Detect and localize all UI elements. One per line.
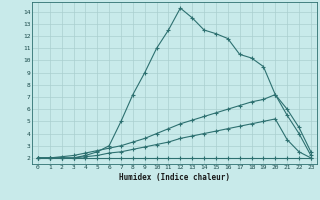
X-axis label: Humidex (Indice chaleur): Humidex (Indice chaleur) xyxy=(119,173,230,182)
